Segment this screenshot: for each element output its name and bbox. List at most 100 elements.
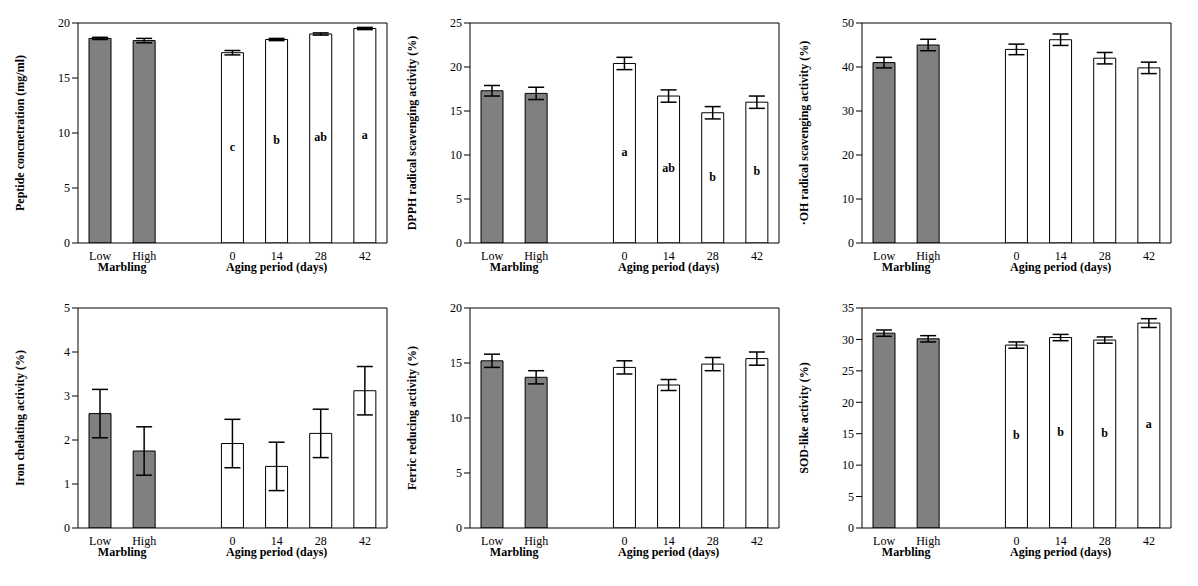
svg-text:30: 30 [842,333,854,347]
svg-text:14: 14 [662,248,675,263]
svg-text:5: 5 [64,301,70,315]
svg-text:0: 0 [848,236,854,250]
html-text:Marbling: Marbling [489,545,539,559]
svg-text:b: b [1013,428,1020,442]
svg-text:42: 42 [751,534,763,548]
svg-text:42: 42 [1143,249,1155,263]
svg-text:14: 14 [270,248,283,263]
svg-text:Iron chelating activity (%): Iron chelating activity (%) [13,350,27,486]
html-text:Aging period (days): Aging period (days) [1010,260,1112,274]
svg-text:0: 0 [456,521,462,535]
svg-text:10: 10 [58,126,70,140]
svg-text:Low: Low [873,248,896,263]
svg-text:Ferric reducing activity (%): Ferric reducing activity (%) [405,346,419,490]
svg-text:High: High [916,248,941,263]
svg-text:Low: Low [481,248,504,263]
html-text:Marbling: Marbling [881,545,931,559]
html-text:Aging period (days): Aging period (days) [618,545,720,559]
svg-text:Low: Low [873,533,896,548]
svg-text:15: 15 [58,71,70,85]
svg-text:20: 20 [842,396,854,410]
html-text:Marbling: Marbling [881,260,931,274]
svg-text:1: 1 [64,477,70,491]
svg-text:5: 5 [456,466,462,480]
svg-text:14: 14 [1054,533,1067,548]
svg-text:10: 10 [450,148,462,162]
svg-text:10: 10 [842,192,854,206]
svg-text:b: b [273,133,280,147]
svg-text:42: 42 [359,534,371,548]
svg-text:b: b [754,164,761,178]
svg-text:3: 3 [64,389,70,403]
svg-text:Low: Low [89,533,112,548]
html-text:Aging period (days): Aging period (days) [618,260,720,274]
svg-text:SOD-like activity (%): SOD-like activity (%) [797,362,811,473]
svg-text:·OH radical scavenging activit: ·OH radical scavenging activity (%) [797,41,811,226]
svg-text:a: a [362,128,368,142]
svg-text:0: 0 [456,236,462,250]
svg-text:b: b [1057,425,1064,439]
svg-text:c: c [230,140,236,154]
svg-text:Low: Low [89,248,112,263]
svg-text:0: 0 [229,533,236,548]
html-text:Aging period (days): Aging period (days) [1010,545,1112,559]
html-text:Marbling: Marbling [97,260,147,274]
svg-text:High: High [132,248,157,263]
svg-text:40: 40 [842,60,854,74]
svg-text:4: 4 [64,345,70,359]
svg-text:High: High [132,533,157,548]
svg-text:High: High [524,533,549,548]
svg-text:14: 14 [662,533,675,548]
svg-text:14: 14 [270,533,283,548]
svg-text:28: 28 [314,533,327,548]
svg-text:25: 25 [842,364,854,378]
svg-text:High: High [524,248,549,263]
svg-text:15: 15 [450,104,462,118]
svg-text:Peptide concnetration (mg/ml): Peptide concnetration (mg/ml) [13,55,27,211]
svg-text:b: b [1101,426,1108,440]
svg-text:25: 25 [450,16,462,30]
svg-text:10: 10 [842,458,854,472]
svg-text:28: 28 [314,248,327,263]
svg-text:0: 0 [64,236,70,250]
html-text:Aging period (days): Aging period (days) [226,260,328,274]
html-text:Marbling: Marbling [489,260,539,274]
svg-text:0: 0 [848,521,854,535]
svg-text:42: 42 [751,249,763,263]
svg-text:b: b [709,170,716,184]
svg-text:14: 14 [1054,248,1067,263]
svg-text:28: 28 [706,533,719,548]
svg-text:15: 15 [450,356,462,370]
svg-text:0: 0 [621,248,628,263]
svg-text:ab: ab [662,161,675,175]
svg-text:0: 0 [229,248,236,263]
svg-text:Low: Low [481,533,504,548]
svg-text:5: 5 [64,181,70,195]
svg-text:28: 28 [706,248,719,263]
svg-text:DPPH radical scavenging activi: DPPH radical scavenging activity (%) [405,36,419,231]
html-text:Aging period (days): Aging period (days) [226,545,328,559]
svg-text:10: 10 [450,411,462,425]
svg-text:28: 28 [1098,248,1111,263]
svg-text:ab: ab [314,130,327,144]
svg-text:42: 42 [1143,534,1155,548]
svg-text:a: a [621,145,627,159]
svg-text:20: 20 [450,301,462,315]
svg-text:42: 42 [359,249,371,263]
svg-text:0: 0 [1013,248,1020,263]
svg-text:28: 28 [1098,533,1111,548]
svg-text:5: 5 [848,490,854,504]
svg-text:50: 50 [842,16,854,30]
svg-text:35: 35 [842,301,854,315]
svg-text:2: 2 [64,433,70,447]
svg-text:30: 30 [842,104,854,118]
svg-text:0: 0 [64,521,70,535]
svg-text:High: High [916,533,941,548]
svg-text:5: 5 [456,192,462,206]
svg-text:20: 20 [58,16,70,30]
svg-text:20: 20 [450,60,462,74]
html-text:Marbling: Marbling [97,545,147,559]
svg-text:a: a [1146,417,1152,431]
svg-text:15: 15 [842,427,854,441]
svg-text:20: 20 [842,148,854,162]
